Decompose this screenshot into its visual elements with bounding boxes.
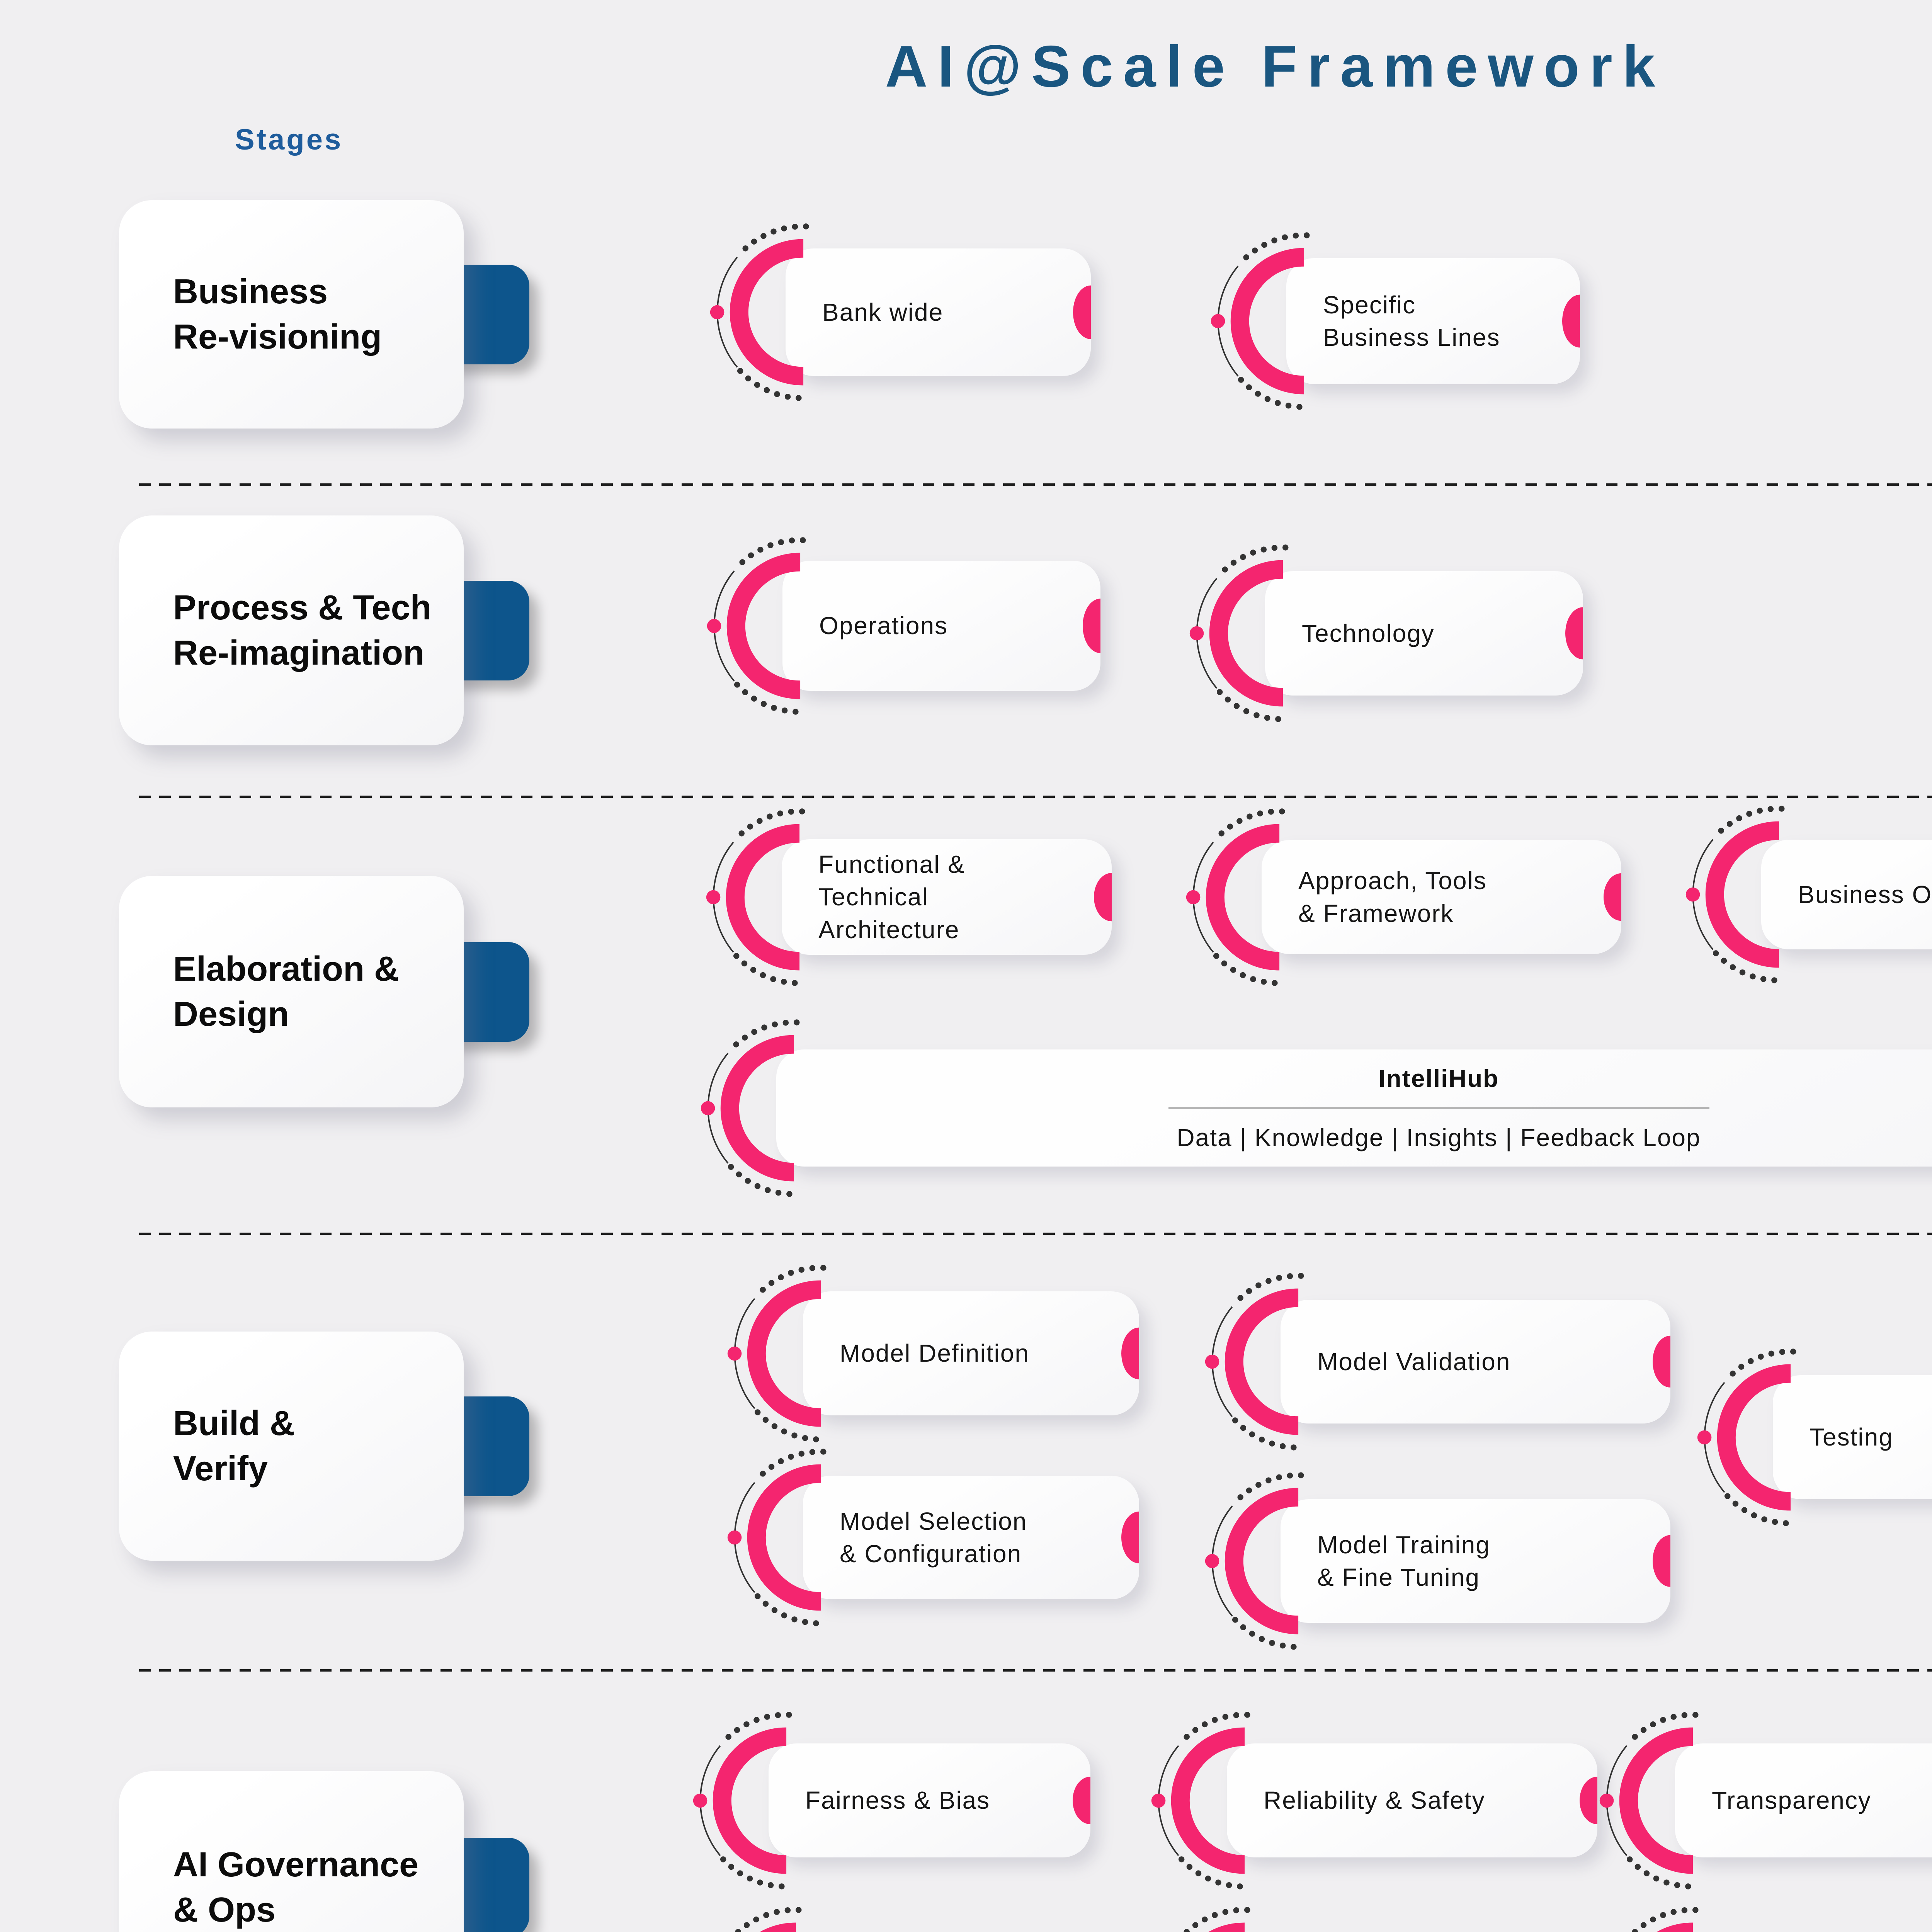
- stage-label: Business Re-visioning: [173, 272, 382, 356]
- arc-decor-icon: [1150, 1899, 1265, 1932]
- pill-operations: Operations: [782, 561, 1100, 691]
- pill-right-cap: [1653, 1335, 1670, 1388]
- pill-label: Approach, Tools & Framework: [1298, 867, 1487, 927]
- pill-model-definition: Model Definition: [803, 1291, 1139, 1415]
- pill-right-cap: [1094, 872, 1112, 922]
- pill-box: Bank wide: [786, 248, 1091, 376]
- pill-box: Approach, Tools & Framework: [1262, 840, 1621, 954]
- pill-box: Testing: [1773, 1375, 1932, 1499]
- pill-specific-business-lines: Specific Business Lines: [1286, 258, 1580, 384]
- stage-label: Build & Verify: [173, 1404, 295, 1488]
- stage-label: Process & Tech Re-imagination: [173, 588, 432, 672]
- stage-separator-line: [139, 796, 1932, 798]
- pill-box: Model Selection & Configuration: [803, 1476, 1139, 1599]
- stage-card-business-revisioning: Business Re-visioning: [119, 200, 464, 429]
- pill-box: IntelliHub Data | Knowledge | Insights |…: [776, 1049, 1932, 1167]
- pill-box: Business Outcomes: [1761, 840, 1932, 949]
- stage-label: Elaboration & Design: [173, 949, 400, 1034]
- pill-label: Fairness & Bias: [805, 1786, 990, 1815]
- pill-right-cap: [1083, 598, 1100, 653]
- pill-transparency: Transparency: [1675, 1743, 1932, 1857]
- pill-right-cap: [1604, 873, 1621, 921]
- pill-box: Specific Business Lines: [1286, 258, 1580, 384]
- intellihub-subtitle: Data | Knowledge | Insights | Feedback L…: [1177, 1124, 1701, 1151]
- pill-testing: Testing: [1773, 1375, 1932, 1499]
- stage-label: AI Governance & Ops: [173, 1845, 419, 1929]
- pill-label: Model Training & Fine Tuning: [1317, 1531, 1490, 1591]
- stage-separator-line: [139, 1669, 1932, 1672]
- pill-label: Model Selection & Configuration: [840, 1507, 1027, 1568]
- arc-decor-icon: [701, 1899, 816, 1932]
- pill-right-cap: [1073, 1776, 1090, 1825]
- pill-reliability-safety: Reliability & Safety: [1227, 1743, 1597, 1857]
- intellihub-bar: IntelliHub Data | Knowledge | Insights |…: [776, 1049, 1932, 1167]
- pill-approach-tools-framework: Approach, Tools & Framework: [1262, 840, 1621, 954]
- pill-model-training-fine-tuning: Model Training & Fine Tuning: [1281, 1499, 1670, 1623]
- pill-label: Technology: [1302, 619, 1435, 647]
- stage-card-process-tech-reimagination: Process & Tech Re-imagination: [119, 515, 464, 745]
- pill-label: Bank wide: [822, 298, 944, 326]
- pill-business-outcomes: Business Outcomes: [1761, 840, 1932, 949]
- pill-label: Testing: [1810, 1423, 1893, 1451]
- pill-label: Operations: [819, 612, 948, 640]
- pill-right-cap: [1121, 1327, 1139, 1379]
- page-title: AI@Scale Framework: [885, 34, 1665, 99]
- pill-label: Model Validation: [1317, 1347, 1511, 1376]
- pill-box: Fairness & Bias: [769, 1743, 1090, 1857]
- pill-fairness-bias: Fairness & Bias: [769, 1743, 1090, 1857]
- pill-box: Reliability & Safety: [1227, 1743, 1597, 1857]
- pill-right-cap: [1121, 1511, 1139, 1564]
- pill-box: Technology: [1265, 571, 1583, 696]
- stage-separator-line: [139, 1233, 1932, 1235]
- stages-heading: Stages: [235, 123, 343, 156]
- pill-model-validation: Model Validation: [1281, 1300, 1670, 1423]
- stage-separator-line: [139, 483, 1932, 486]
- pill-right-cap: [1562, 294, 1580, 348]
- pill-technology: Technology: [1265, 571, 1583, 696]
- pill-box: Model Training & Fine Tuning: [1281, 1499, 1670, 1623]
- pill-bank-wide: Bank wide: [786, 248, 1091, 376]
- stage-card-build-verify: Build & Verify: [119, 1332, 464, 1561]
- pill-label: Specific Business Lines: [1323, 291, 1500, 351]
- pill-label: Business Outcomes: [1798, 880, 1932, 908]
- pill-label: Reliability & Safety: [1264, 1786, 1485, 1815]
- pill-box: Model Definition: [803, 1291, 1139, 1415]
- pill-box: Functional & Technical Architecture: [782, 839, 1112, 955]
- pill-box: Transparency: [1675, 1743, 1932, 1857]
- stage-card-ai-governance-ops: AI Governance & Ops: [119, 1771, 464, 1932]
- pill-label: Functional & Technical Architecture: [818, 850, 965, 944]
- pill-label: Model Definition: [840, 1339, 1029, 1367]
- pill-box: Operations: [782, 561, 1100, 691]
- pill-right-cap: [1565, 607, 1583, 660]
- intellihub-title: IntelliHub: [1378, 1065, 1499, 1092]
- pill-functional-technical-architecture: Functional & Technical Architecture: [782, 839, 1112, 955]
- pill-label: Transparency: [1712, 1786, 1871, 1815]
- pill-right-cap: [1580, 1776, 1597, 1825]
- pill-right-cap: [1073, 285, 1091, 339]
- pill-model-selection-configuration: Model Selection & Configuration: [803, 1476, 1139, 1599]
- intellihub-divider: [1168, 1107, 1709, 1109]
- stage-card-elaboration-design: Elaboration & Design: [119, 876, 464, 1107]
- pill-box: Model Validation: [1281, 1300, 1670, 1423]
- arc-decor-icon: [1598, 1899, 1713, 1932]
- pill-right-cap: [1653, 1535, 1670, 1587]
